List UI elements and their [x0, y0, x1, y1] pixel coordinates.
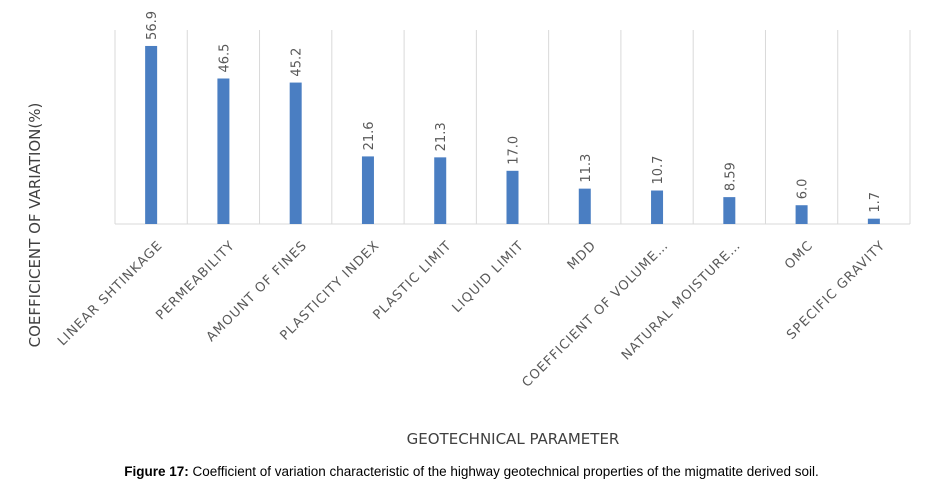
bar: [361, 156, 374, 224]
bar: [217, 78, 230, 224]
data-label: 21.3: [434, 122, 449, 151]
x-tick-label: LIQUID LIMIT: [450, 238, 528, 316]
data-label: 45.2: [290, 48, 305, 77]
caption-text: Coefficient of variation characteristic …: [188, 464, 819, 479]
bar: [289, 82, 302, 224]
data-label: 21.6: [362, 121, 377, 150]
x-tick-label: PLASTIC LIMIT: [371, 238, 456, 323]
bar: [145, 45, 158, 224]
grid-lines: [114, 30, 911, 224]
data-label: 8.59: [723, 162, 738, 191]
data-label: 56.9: [145, 11, 160, 40]
bar-chart: 56.9 46.5 45.2 21.6 21.3 17.0 11.3 10.7 8.59 6.0 1…: [26, 11, 911, 448]
bar: [506, 170, 519, 224]
bar: [723, 197, 736, 224]
caption-label: Figure 17:: [124, 464, 189, 479]
x-tick-label: COEFFICIENT OF VOLUME…: [519, 238, 671, 390]
bars: [145, 45, 880, 224]
x-axis-title: GEOTECHNICAL PARAMETER: [407, 430, 620, 448]
data-label: 1.7: [868, 192, 883, 213]
x-tick-label: MDD: [565, 238, 600, 273]
bar: [867, 218, 880, 224]
data-label: 10.7: [651, 156, 666, 185]
data-label: 11.3: [579, 154, 594, 183]
data-label: 46.5: [217, 44, 232, 73]
bar: [651, 190, 664, 224]
x-tick-label: NATURAL MOISTURE…: [619, 238, 744, 363]
figure-caption: Figure 17: Coefficient of variation char…: [0, 464, 943, 479]
x-tick-label: OMC: [782, 238, 816, 272]
bar: [578, 188, 591, 224]
data-labels: 56.9 46.5 45.2 21.6 21.3 17.0 11.3 10.7 8.59 6.0 1…: [145, 11, 883, 213]
x-tick-label: LINEAR SHTINKAGE: [55, 238, 166, 349]
y-axis-title: COEFFICICENT OF VARIATION(%): [26, 103, 44, 348]
bar: [795, 205, 808, 224]
data-label: 6.0: [796, 179, 811, 200]
data-label: 17.0: [507, 136, 522, 165]
x-tick-label: PERMEABILITY: [153, 238, 238, 323]
bar: [434, 157, 447, 224]
